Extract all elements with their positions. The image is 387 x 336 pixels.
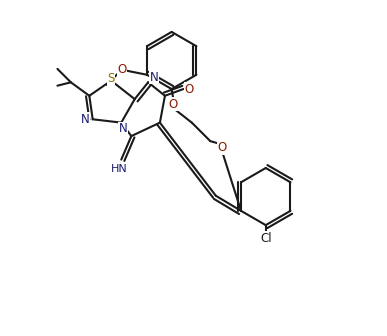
Text: S: S — [108, 73, 115, 85]
Text: N: N — [150, 71, 159, 84]
Text: Cl: Cl — [260, 232, 272, 245]
Text: O: O — [217, 141, 227, 154]
Text: O: O — [185, 83, 194, 95]
Text: O: O — [117, 63, 126, 76]
Text: N: N — [81, 113, 90, 126]
Text: HN: HN — [111, 164, 128, 174]
Text: N: N — [118, 122, 127, 135]
Text: O: O — [169, 98, 178, 111]
